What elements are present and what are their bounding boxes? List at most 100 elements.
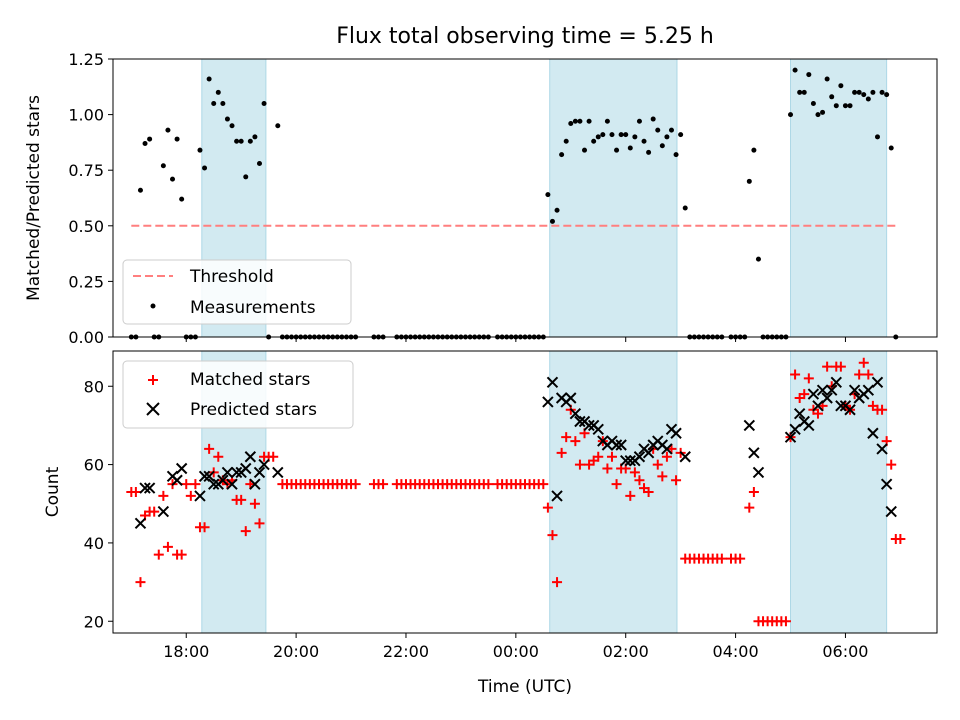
predicted-star-point [244, 451, 257, 463]
measurement-point [197, 147, 203, 153]
x-tick-label: 06:00 [822, 642, 868, 661]
predicted-star-point [226, 478, 238, 490]
matched-star-point [240, 526, 251, 537]
measurement-point [174, 136, 180, 142]
measurement-point [247, 138, 253, 144]
measurement-point [215, 89, 221, 95]
measurement-point [238, 138, 244, 144]
matched-star-point [135, 577, 146, 588]
legend-frame [122, 259, 352, 325]
legend-frame [122, 360, 354, 429]
matched-star-point [378, 479, 389, 490]
x-tick-label: 20:00 [273, 642, 319, 661]
measurement-point [884, 92, 890, 98]
measurement-point [224, 116, 230, 122]
measurement-point [206, 76, 212, 82]
matched-star-point [149, 506, 160, 517]
measurement-point [815, 112, 821, 118]
legend-predicted-swatch [146, 402, 160, 416]
matched-star-point [661, 451, 672, 462]
predicted-star-point [748, 447, 760, 459]
matched-star-point [593, 451, 604, 462]
legend: Matched stars Predicted stars [122, 360, 354, 429]
matched-star-point [780, 616, 791, 627]
predicted-star-point [816, 384, 829, 396]
y-tick-label: 0.50 [68, 217, 104, 236]
matched-star-point [611, 479, 622, 490]
predicted-star-point [551, 490, 563, 502]
predicted-star-point [208, 478, 220, 490]
predicted-star-point [569, 407, 582, 420]
measurement-point [861, 92, 867, 98]
matched-star-point [130, 487, 141, 497]
predicted-star-point [615, 439, 627, 451]
matched-star-point [552, 577, 563, 588]
measurement-point [673, 152, 679, 158]
measurement-point [568, 120, 574, 126]
predicted-star-point [885, 505, 897, 518]
y-tick-label: 1.00 [68, 106, 104, 125]
measurement-point [650, 116, 656, 122]
measurement-point [751, 147, 757, 153]
matched-star-point [803, 373, 814, 384]
y-tick-label: 0.75 [68, 161, 104, 180]
predicted-star-point [198, 470, 211, 483]
matched-star-point [643, 487, 654, 497]
matched-star-point [254, 518, 265, 529]
predicted-star-point [826, 384, 838, 396]
measurement-point [165, 127, 171, 133]
axes-frame [112, 58, 938, 338]
y-tick-label: 0.25 [68, 272, 104, 291]
measurement-point [797, 89, 803, 95]
predicted-star-point [679, 451, 691, 463]
measurement-point [586, 118, 592, 124]
matched-star-point [799, 389, 810, 400]
predicted-star-point [803, 419, 815, 432]
predicted-star-point [592, 423, 604, 436]
measurement-point [655, 127, 661, 133]
chart-title: Flux total observing time = 5.25 h [336, 24, 714, 49]
matched-star-point [162, 541, 173, 552]
measurement-point [788, 112, 794, 118]
measurement-point [659, 143, 665, 149]
predicted-star-point [876, 443, 888, 455]
measurement-point [879, 89, 885, 95]
matched-star-point [671, 475, 682, 486]
matched-star-point [835, 361, 846, 372]
matched-star-point [153, 549, 164, 560]
measurement-point [888, 145, 894, 151]
measurement-point [147, 136, 153, 142]
predicted-star-point [793, 407, 806, 420]
matched-star-point [185, 490, 196, 501]
measurement-point [668, 127, 674, 133]
x-tick-label: 04:00 [713, 642, 759, 661]
measurement-point [170, 176, 176, 182]
observing-window-band [549, 350, 678, 634]
matched-star-point [877, 404, 888, 415]
measurement-point [256, 161, 262, 167]
measurement-point [559, 152, 565, 158]
predicted-star-point [624, 454, 636, 467]
matched-star-point [538, 479, 549, 490]
measurement-point [833, 103, 839, 109]
matched-star-point [268, 451, 279, 462]
matched-star-point [634, 475, 645, 486]
measurement-point [142, 141, 148, 147]
legend-measurement-label: Measurements [190, 298, 316, 318]
measurement-point [137, 187, 143, 193]
matched-star-point [547, 530, 558, 541]
matched-star-point [181, 479, 192, 490]
measurement-point [664, 134, 670, 140]
measurement-point [641, 138, 647, 144]
predicted-star-point [240, 462, 252, 475]
x-tick-label: 02:00 [603, 642, 649, 661]
measurement-point [179, 196, 185, 202]
predicted-star-point [848, 384, 861, 396]
y-tick-label: 80 [84, 377, 104, 396]
predicted-star-point [574, 415, 586, 428]
matched-star-point [863, 369, 874, 380]
axes-frame [112, 350, 938, 634]
observing-window-band [549, 58, 678, 338]
matched-star-point [176, 549, 187, 560]
